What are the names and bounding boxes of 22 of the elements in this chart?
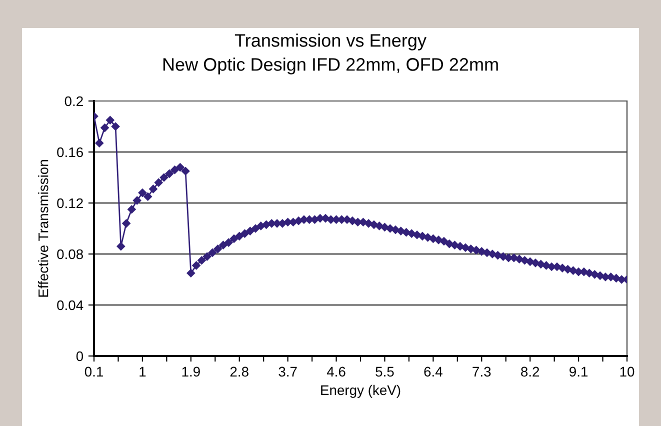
chart-subtitle: New Optic Design IFD 22mm, OFD 22mm [163,58,498,74]
x-tick-label: 4.6 [326,366,346,377]
y-tick-label: 0.08 [57,249,83,260]
x-axis-title: Energy (keV) [321,384,400,398]
y-tick-label: 0 [76,351,84,362]
x-tick-label: 6.4 [424,366,442,377]
x-tick-label: 1.9 [182,366,200,377]
y-tick-label: 0.04 [57,300,84,310]
x-tick-label: 5.5 [376,366,394,377]
x-tick-label: 1 [140,366,146,376]
x-tick-label: 0.1 [84,366,103,377]
y-tick-label: 0.16 [57,147,83,158]
x-tick-label: 8.2 [521,366,540,377]
y-tick-label: 0.12 [57,198,83,208]
x-tick-label: 3.7 [278,366,297,377]
x-tick-label: 2.8 [230,366,248,377]
chart-title: Transmission vs Energy [234,34,426,50]
y-axis-title: Effective Transmission [38,160,48,297]
x-tick-label: 9.1 [570,366,588,377]
y-tick-label: 0.2 [64,96,83,106]
x-tick-label: 10 [620,366,634,377]
x-tick-label: 7.3 [472,366,491,377]
